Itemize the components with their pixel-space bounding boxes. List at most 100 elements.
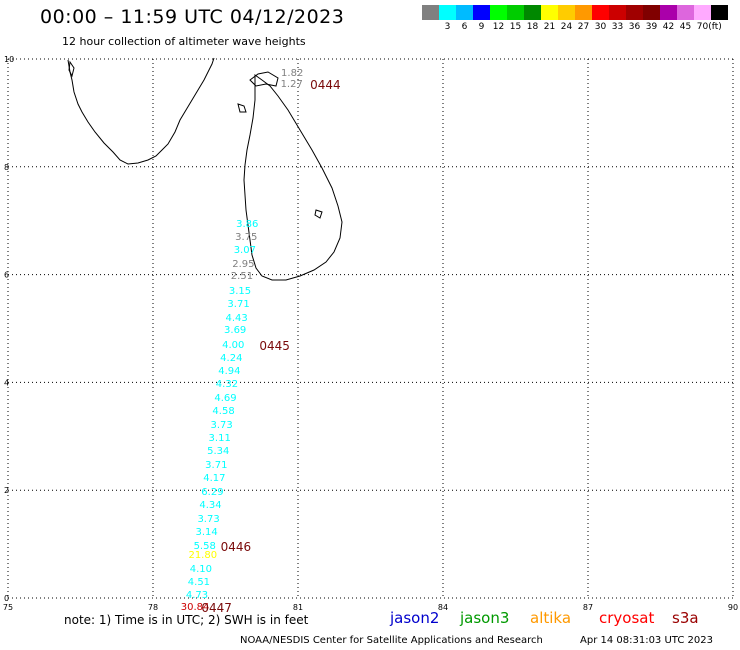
legend-swatch [575,5,592,20]
legend-swatch [609,5,626,20]
swh-reading: 4.34 [199,500,222,512]
swh-reading: 4.51 [187,577,211,589]
x-tick-label: 78 [148,603,158,612]
legend-label: 36 [628,22,641,32]
x-tick-label: 75 [3,603,13,612]
swh-reading: 2.95 [232,258,255,270]
legend-label: 21 [543,22,556,32]
legend-swatch [711,5,728,20]
swh-reading: 3.14 [195,527,218,539]
swh-reading: 4.32 [215,379,239,391]
page-title: 00:00 – 11:59 UTC 04/12/2023 [40,6,345,28]
swh-reading: 3.75 [235,231,258,243]
swh-reading: 5.34 [207,446,230,458]
y-tick-label: 10 [4,55,14,64]
x-tick-label: 84 [438,603,448,612]
legend-swatch [660,5,677,20]
page-subtitle: 12 hour collection of altimeter wave hei… [62,35,306,48]
x-tick-label: 81 [293,603,303,612]
legend-swatch [558,5,575,20]
swh-reading: 4.94 [218,365,241,377]
legend-label: 42 [662,22,675,32]
timestamp: Apr 14 08:31:03 UTC 2023 [580,635,713,646]
pass-label: 0446 [220,539,252,554]
swh-reading: 4.73 [185,590,209,602]
legend-labels: 3 6 9 12 15 18 21 24 27 30 33 36 39 42 45 70 (ft) [422,20,728,34]
legend-swatch [507,5,524,20]
swh-reading: 3.11 [208,432,231,444]
y-tick-label: 0 [4,594,9,603]
coastline [67,57,343,281]
srilanka-coastline [243,74,343,281]
jaffna-peninsula [249,71,279,87]
credit: NOAA/NESDIS Center for Satellite Applica… [240,635,543,646]
swh-reading: 3.71 [205,459,228,471]
mannar-island [237,103,247,113]
swh-reading: 1.82 [281,68,304,80]
swh-reading: 3.07 [233,245,256,257]
legend-label: 27 [577,22,590,32]
swh-reading: 3.15 [228,285,252,297]
legend-label: 33 [611,22,624,32]
legend-swatch [626,5,643,20]
satellite-label: jason3 [460,609,510,627]
swh-reading: 4.69 [214,392,237,404]
legend-label: 45 [679,22,692,32]
legend-swatch [541,5,558,20]
legend-swatch [694,5,711,20]
legend-swatch [592,5,609,20]
swh-reading: 4.00 [222,339,245,351]
legend-label: 6 [461,22,468,32]
legend-label: 18 [526,22,539,32]
swh-reading: 4.43 [225,313,248,325]
legend-label: 39 [645,22,658,32]
satellite-label: s3a [672,609,699,627]
satellite-label: altika [530,609,572,627]
color-legend: 3 6 9 12 15 18 21 24 27 30 33 36 39 42 45 70 (ft) [422,5,728,34]
y-tick-label: 2 [4,486,9,495]
swh-reading: 4.10 [189,563,212,575]
swh-reading: 6.29 [201,486,224,498]
west-india-islet [68,60,75,78]
legend-label: 12 [492,22,505,32]
batticaloa-lagoon [314,209,323,219]
legend-swatch [524,5,541,20]
footnote: note: 1) Time is in UTC; 2) SWH is in fe… [64,613,309,627]
legend-swatch [439,5,456,20]
legend-swatch [422,5,439,20]
pass-label: 0444 [310,77,341,92]
legend-swatch [677,5,694,20]
legend-label: (ft) [708,22,722,32]
swh-reading: 1.27 [280,78,303,90]
x-tick-label: 90 [728,603,738,612]
swh-reading: 3.73 [210,419,233,431]
pass-label: 0445 [259,338,290,353]
legend-swatch [456,5,473,20]
india-coastline [67,57,215,165]
swh-reading: 3.71 [227,299,250,311]
legend-swatch [473,5,490,20]
swh-reading: 2.51 [230,271,254,283]
swh-reading: 4.58 [212,406,235,418]
swh-reading: 5.58 [193,540,216,552]
axis-labels: 75 78 81 84 87 90 10 8 6 4 2 0 [3,55,738,612]
pass-label: 0447 [201,600,232,615]
x-tick-label: 87 [583,603,593,612]
satellite-label: jason2 [390,609,440,627]
legend-label: 24 [560,22,573,32]
legend-label: 30 [594,22,607,32]
swh-reading: 30.84 [180,601,210,613]
y-tick-label: 4 [4,378,9,387]
legend-label: 3 [444,22,451,32]
map-gridlines [7,58,734,599]
legend-swatch [643,5,660,20]
swh-reading: 4.17 [203,473,226,485]
swh-reading: 3.86 [236,219,259,230]
y-tick-label: 8 [4,163,9,172]
swh-reading: 21.80 [188,549,218,561]
legend-label: 15 [509,22,522,32]
legend-label: 70 [696,22,709,32]
y-tick-label: 6 [4,271,9,280]
legend-label: 9 [478,22,485,32]
